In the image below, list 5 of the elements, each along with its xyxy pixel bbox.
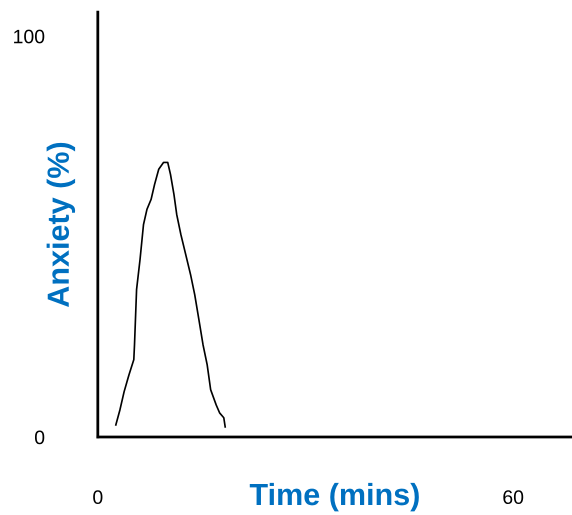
x-axis-title: Time (mins) [250, 482, 419, 512]
line-series [114, 162, 226, 428]
y-axis-title: Anxiety (%) [46, 142, 76, 307]
x-tick-label: 60 [503, 490, 524, 504]
y-tick-label: 100 [14, 30, 44, 44]
